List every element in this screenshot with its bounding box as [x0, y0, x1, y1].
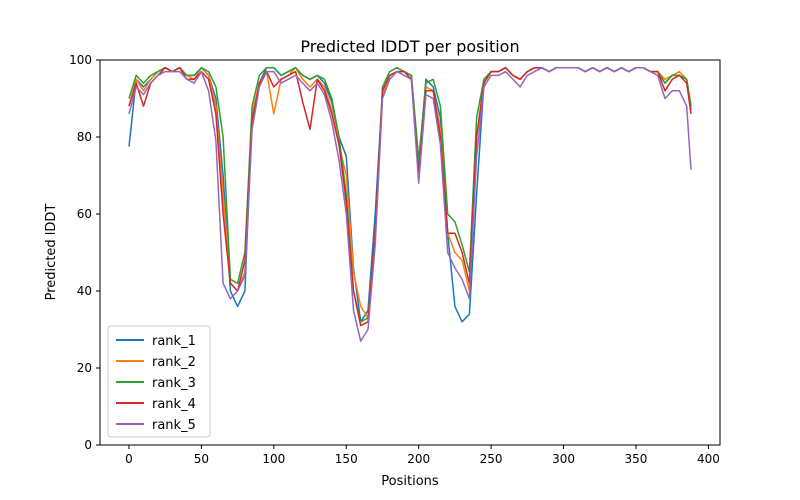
legend-label-rank-4: rank_4: [152, 397, 196, 412]
chart-title: Predicted lDDT per position: [300, 37, 519, 56]
x-tick-label: 150: [335, 452, 358, 466]
x-tick-label: 400: [697, 452, 720, 466]
x-axis-label: Positions: [381, 474, 439, 489]
x-axis-ticks: 0 50 100 150 200 250 300 350 400: [125, 445, 720, 466]
y-tick-label: 60: [77, 207, 92, 221]
series-line-rank-5: [128, 66, 692, 342]
x-tick-label: 200: [407, 452, 430, 466]
x-tick-label: 250: [480, 452, 503, 466]
y-tick-label: 0: [84, 438, 92, 452]
y-tick-label: 20: [77, 361, 92, 375]
y-tick-label: 100: [69, 53, 92, 67]
y-axis-label: Predicted lDDT: [44, 204, 59, 301]
x-tick-label: 300: [552, 452, 575, 466]
plot-frame: [99, 59, 721, 446]
legend-label-rank-2: rank_2: [152, 355, 196, 370]
x-tick-label: 0: [125, 452, 133, 466]
legend-label-rank-3: rank_3: [152, 376, 196, 391]
legend-label-rank-1: rank_1: [152, 334, 196, 349]
x-tick-label: 100: [262, 452, 285, 466]
y-tick-label: 40: [77, 284, 92, 298]
plot-lines: [128, 66, 692, 342]
legend-label-rank-5: rank_5: [152, 418, 196, 433]
y-tick-label: 80: [77, 130, 92, 144]
y-axis-ticks: 0 20 40 60 80 100: [69, 53, 100, 452]
legend-box: [107, 325, 211, 438]
x-tick-label: 50: [194, 452, 209, 466]
legend: rank_1 rank_2 rank_3 rank_4 rank_5: [107, 325, 211, 438]
x-tick-label: 350: [625, 452, 648, 466]
